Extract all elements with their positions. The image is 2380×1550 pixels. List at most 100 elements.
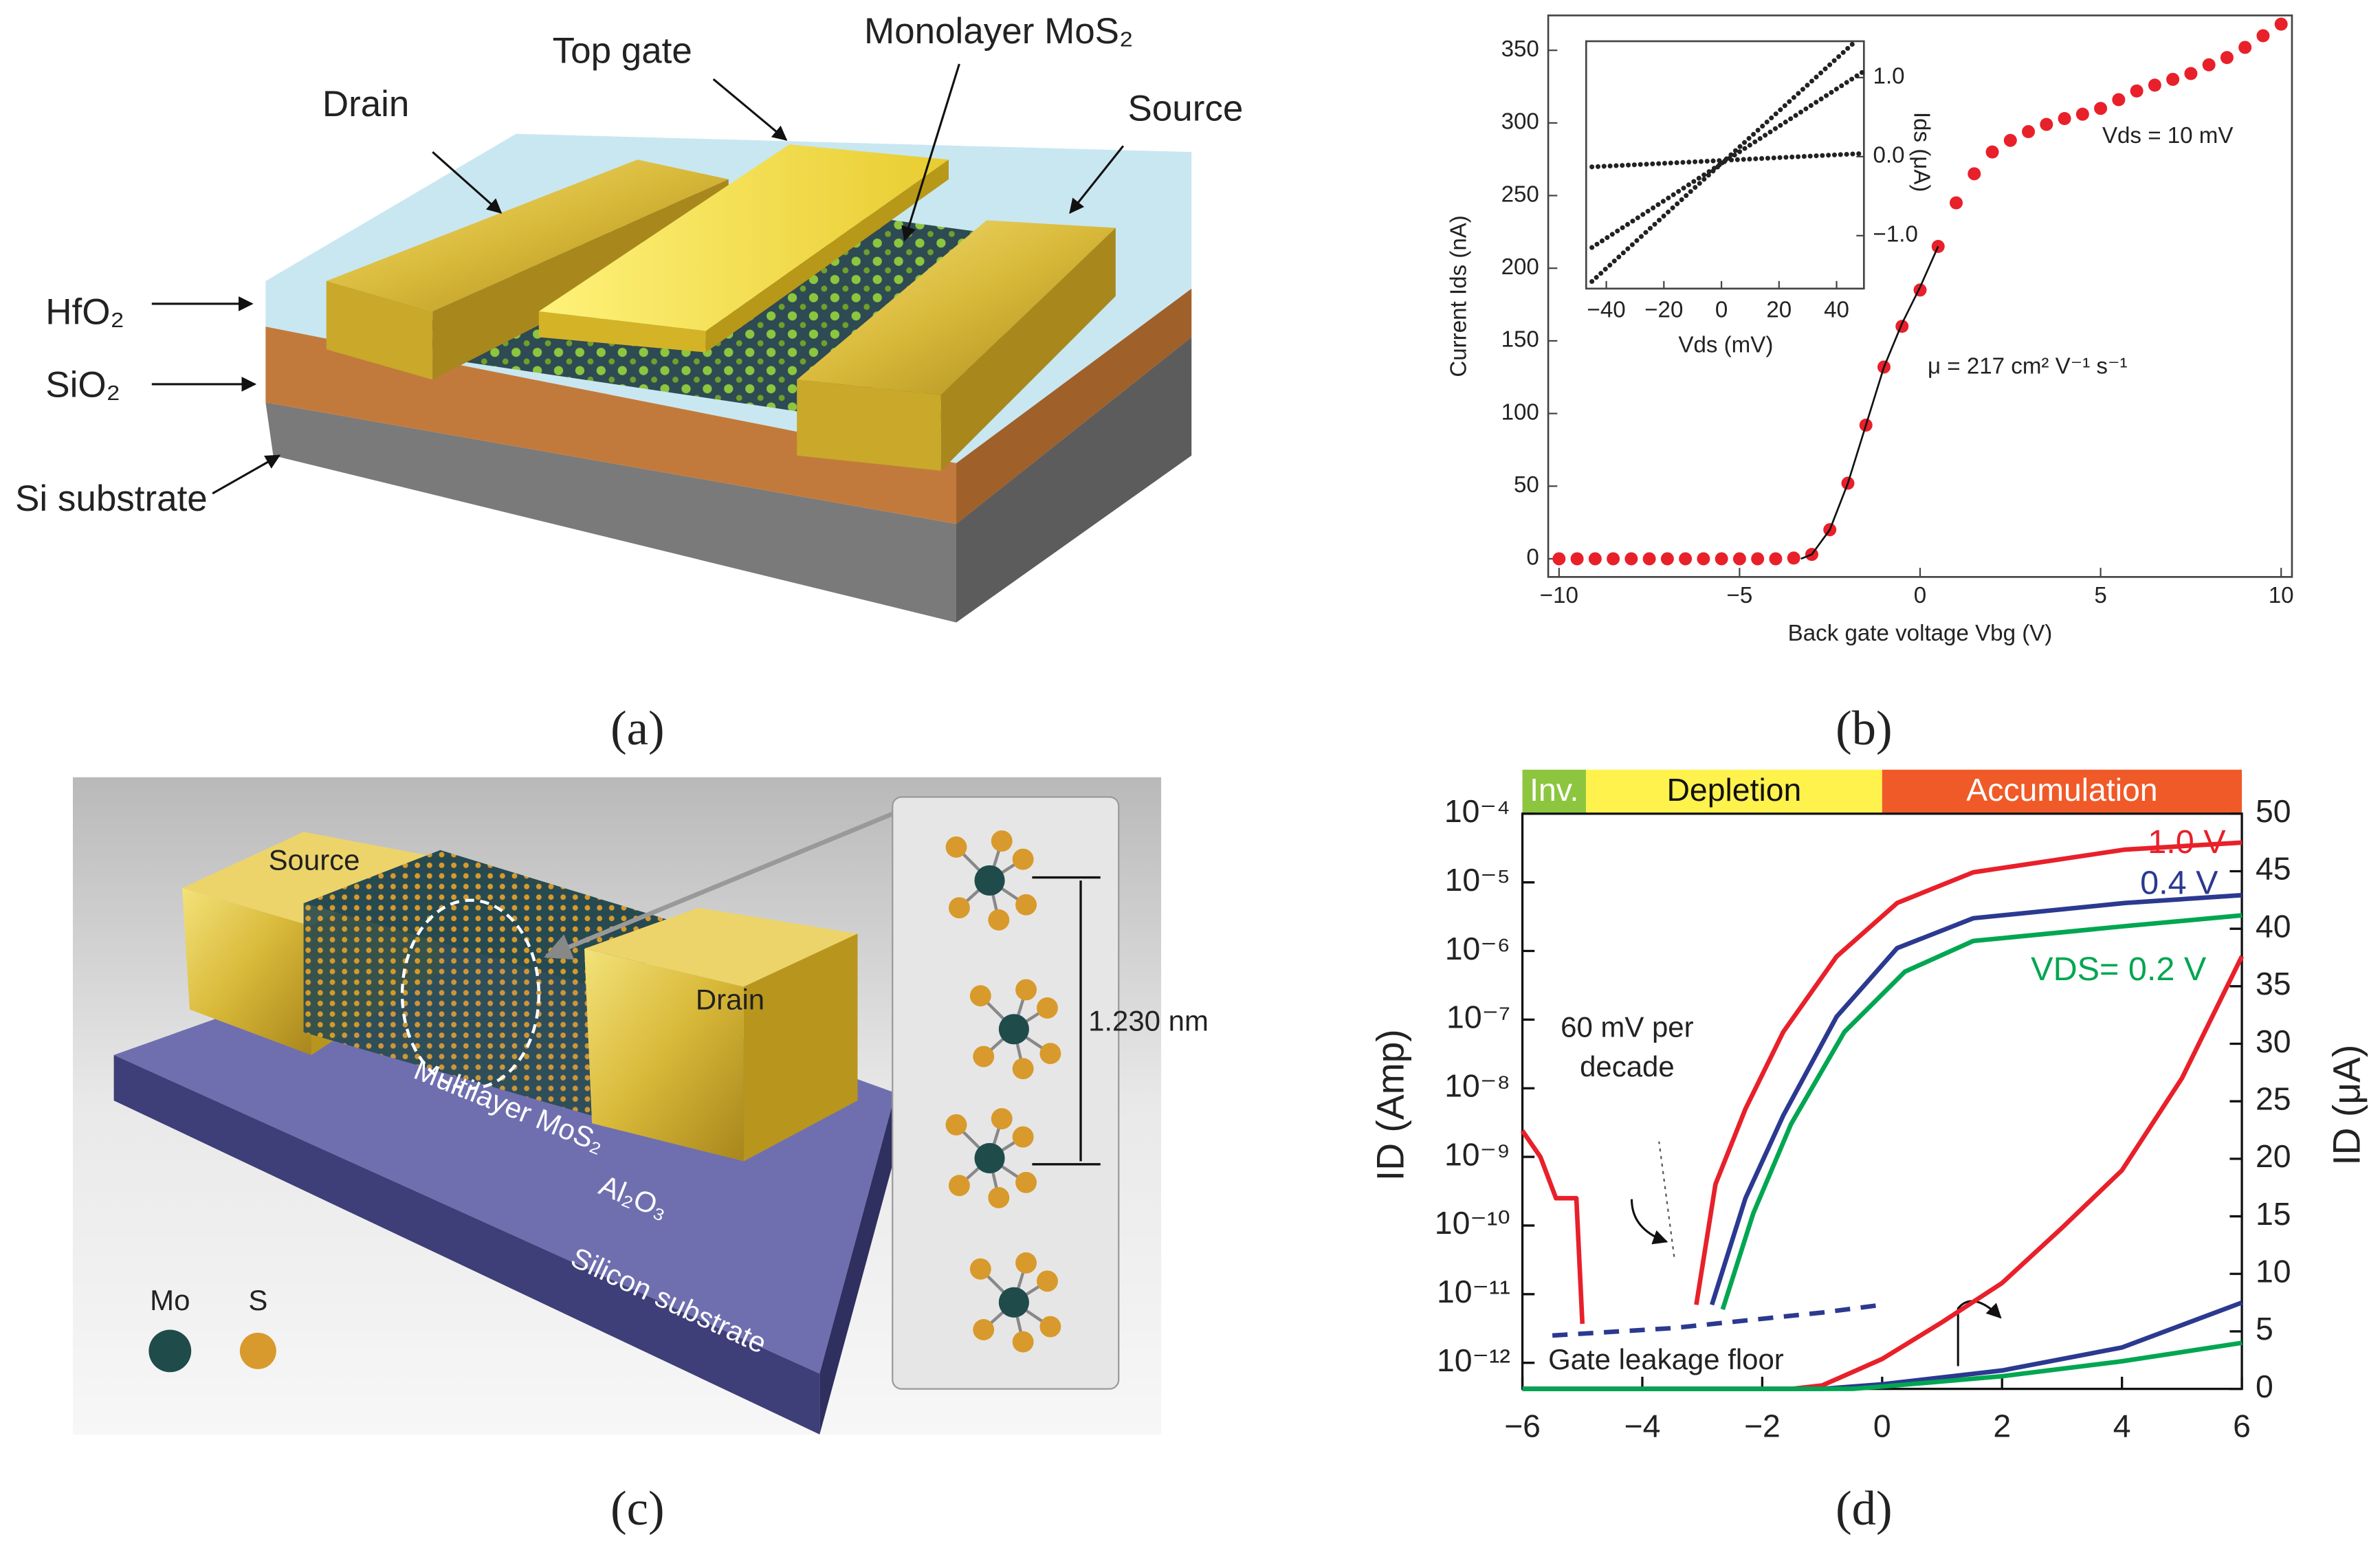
arrow xyxy=(432,151,503,214)
region-label: Accumulation xyxy=(1966,772,2157,808)
y-tick-label: −1.0 xyxy=(1873,222,1918,247)
y-tick-label: 0.0 xyxy=(1873,143,1905,168)
molecule xyxy=(969,979,1061,1080)
y2-tick-label: 20 xyxy=(2256,1138,2291,1174)
data-line xyxy=(1720,913,2243,1310)
data-point xyxy=(1751,552,1765,566)
pointer-arrow xyxy=(1630,1199,1668,1245)
inset-box xyxy=(892,796,1120,1390)
label: Source xyxy=(269,844,360,876)
y-tick-label: 50 xyxy=(1514,472,1539,498)
x-tick-label: 6 xyxy=(2233,1408,2251,1443)
annotation: μ = 217 cm² V⁻¹ s⁻¹ xyxy=(1928,353,2127,379)
data-line xyxy=(1800,245,1939,560)
y2-tick-label: 40 xyxy=(2256,908,2291,944)
annotation: 60 mV per xyxy=(1561,1010,1694,1043)
data-point xyxy=(2238,41,2252,54)
y-tick-label: 10⁻⁵ xyxy=(1445,862,1510,898)
data-point xyxy=(1607,552,1620,566)
y-tick-label: 300 xyxy=(1501,109,1539,135)
source-top xyxy=(797,220,1116,395)
si-layer-left xyxy=(265,402,956,623)
drain-top xyxy=(584,907,858,987)
label: Source xyxy=(1127,89,1243,129)
y2-tick-label: 10 xyxy=(2256,1253,2291,1289)
label: 1.230 nm xyxy=(1088,1005,1209,1037)
x-tick-label: 4 xyxy=(2113,1408,2131,1443)
region-label: Depletion xyxy=(1666,772,1801,808)
data-point xyxy=(1787,551,1800,565)
x-tick-label: 0 xyxy=(1914,583,1926,608)
y-tick-label: 200 xyxy=(1501,254,1539,280)
data-point xyxy=(1732,552,1746,566)
y-axis-label: Ids (μA) xyxy=(1908,112,1934,192)
data-point xyxy=(2112,93,2126,107)
y-tick-label: 10⁻⁸ xyxy=(1444,1067,1510,1103)
source-top xyxy=(181,832,441,927)
y2-axis-label: ID (μA) xyxy=(2325,1045,2368,1166)
gate-side xyxy=(705,159,949,353)
data-line xyxy=(1589,151,1866,170)
x-tick-label: −40 xyxy=(1587,298,1625,323)
gate-front xyxy=(538,311,706,353)
data-line xyxy=(1520,1129,1585,1325)
data-point xyxy=(2184,67,2198,80)
drain-side xyxy=(743,933,858,1162)
data-point xyxy=(2148,78,2161,92)
zoom-arrow xyxy=(544,805,909,960)
label: HfO₂ xyxy=(45,291,124,332)
x-axis-label: Vds (mV) xyxy=(1678,333,1773,358)
legend-entry: 1.0 V xyxy=(2148,823,2226,861)
arrow xyxy=(212,454,281,495)
region-band xyxy=(1585,769,1882,814)
highlight xyxy=(400,898,541,1090)
data-point xyxy=(1715,552,1728,566)
caption: (d) xyxy=(1836,1482,1892,1536)
drain-top xyxy=(326,159,729,311)
data-point xyxy=(2166,72,2180,86)
y-tick-label: 10⁻¹⁰ xyxy=(1435,1205,1510,1241)
data-point xyxy=(2130,84,2144,98)
plot-frame xyxy=(1521,812,2243,1391)
y2-tick-label: 30 xyxy=(2256,1023,2291,1059)
x-tick-label: 0 xyxy=(1715,298,1728,323)
y-tick-label: 10⁻¹² xyxy=(1437,1342,1510,1378)
molecule xyxy=(945,830,1037,931)
data-point xyxy=(2220,51,2234,65)
y-axis-label: ID (Amp) xyxy=(1369,1029,1411,1181)
mos2-front xyxy=(303,903,593,1116)
molecules xyxy=(945,830,1061,1353)
y-tick-label: 250 xyxy=(1501,181,1539,207)
data-point xyxy=(1588,552,1602,566)
y-tick-label: 10⁻⁶ xyxy=(1445,931,1510,966)
x-tick-label: 20 xyxy=(1766,298,1792,323)
x-tick-label: −5 xyxy=(1727,583,1753,608)
x-tick-label: −2 xyxy=(1744,1408,1781,1443)
x-tick-label: −4 xyxy=(1624,1408,1661,1443)
data-point xyxy=(1769,552,1783,566)
x-tick-label: 10 xyxy=(2269,583,2294,608)
y2-tick-label: 45 xyxy=(2256,851,2291,887)
data-point xyxy=(1660,552,1674,566)
substrate-front xyxy=(113,1054,820,1435)
label: Drain xyxy=(696,984,764,1016)
x-tick-label: 40 xyxy=(1824,298,1849,323)
pointer-arrow xyxy=(1957,1300,2002,1366)
molecule xyxy=(969,1252,1061,1353)
data-point xyxy=(1679,552,1693,566)
region-band xyxy=(1882,769,2243,814)
data-line xyxy=(1552,1302,1883,1338)
panel-c: Source Drain Multilayer MoS₂ Al₂O₃ Silic… xyxy=(72,777,1209,1435)
y-tick-label: 100 xyxy=(1501,399,1539,425)
substrate-side xyxy=(819,1093,896,1435)
label: SiO₂ xyxy=(45,364,120,405)
y-tick-label: 10⁻⁴ xyxy=(1444,793,1510,829)
arrow xyxy=(1069,145,1125,214)
molecule xyxy=(945,1108,1037,1208)
source-front xyxy=(181,887,311,1055)
data-point xyxy=(2202,58,2216,71)
s-legend-ball xyxy=(239,1332,276,1369)
label: Monolayer MoS₂ xyxy=(864,11,1134,52)
